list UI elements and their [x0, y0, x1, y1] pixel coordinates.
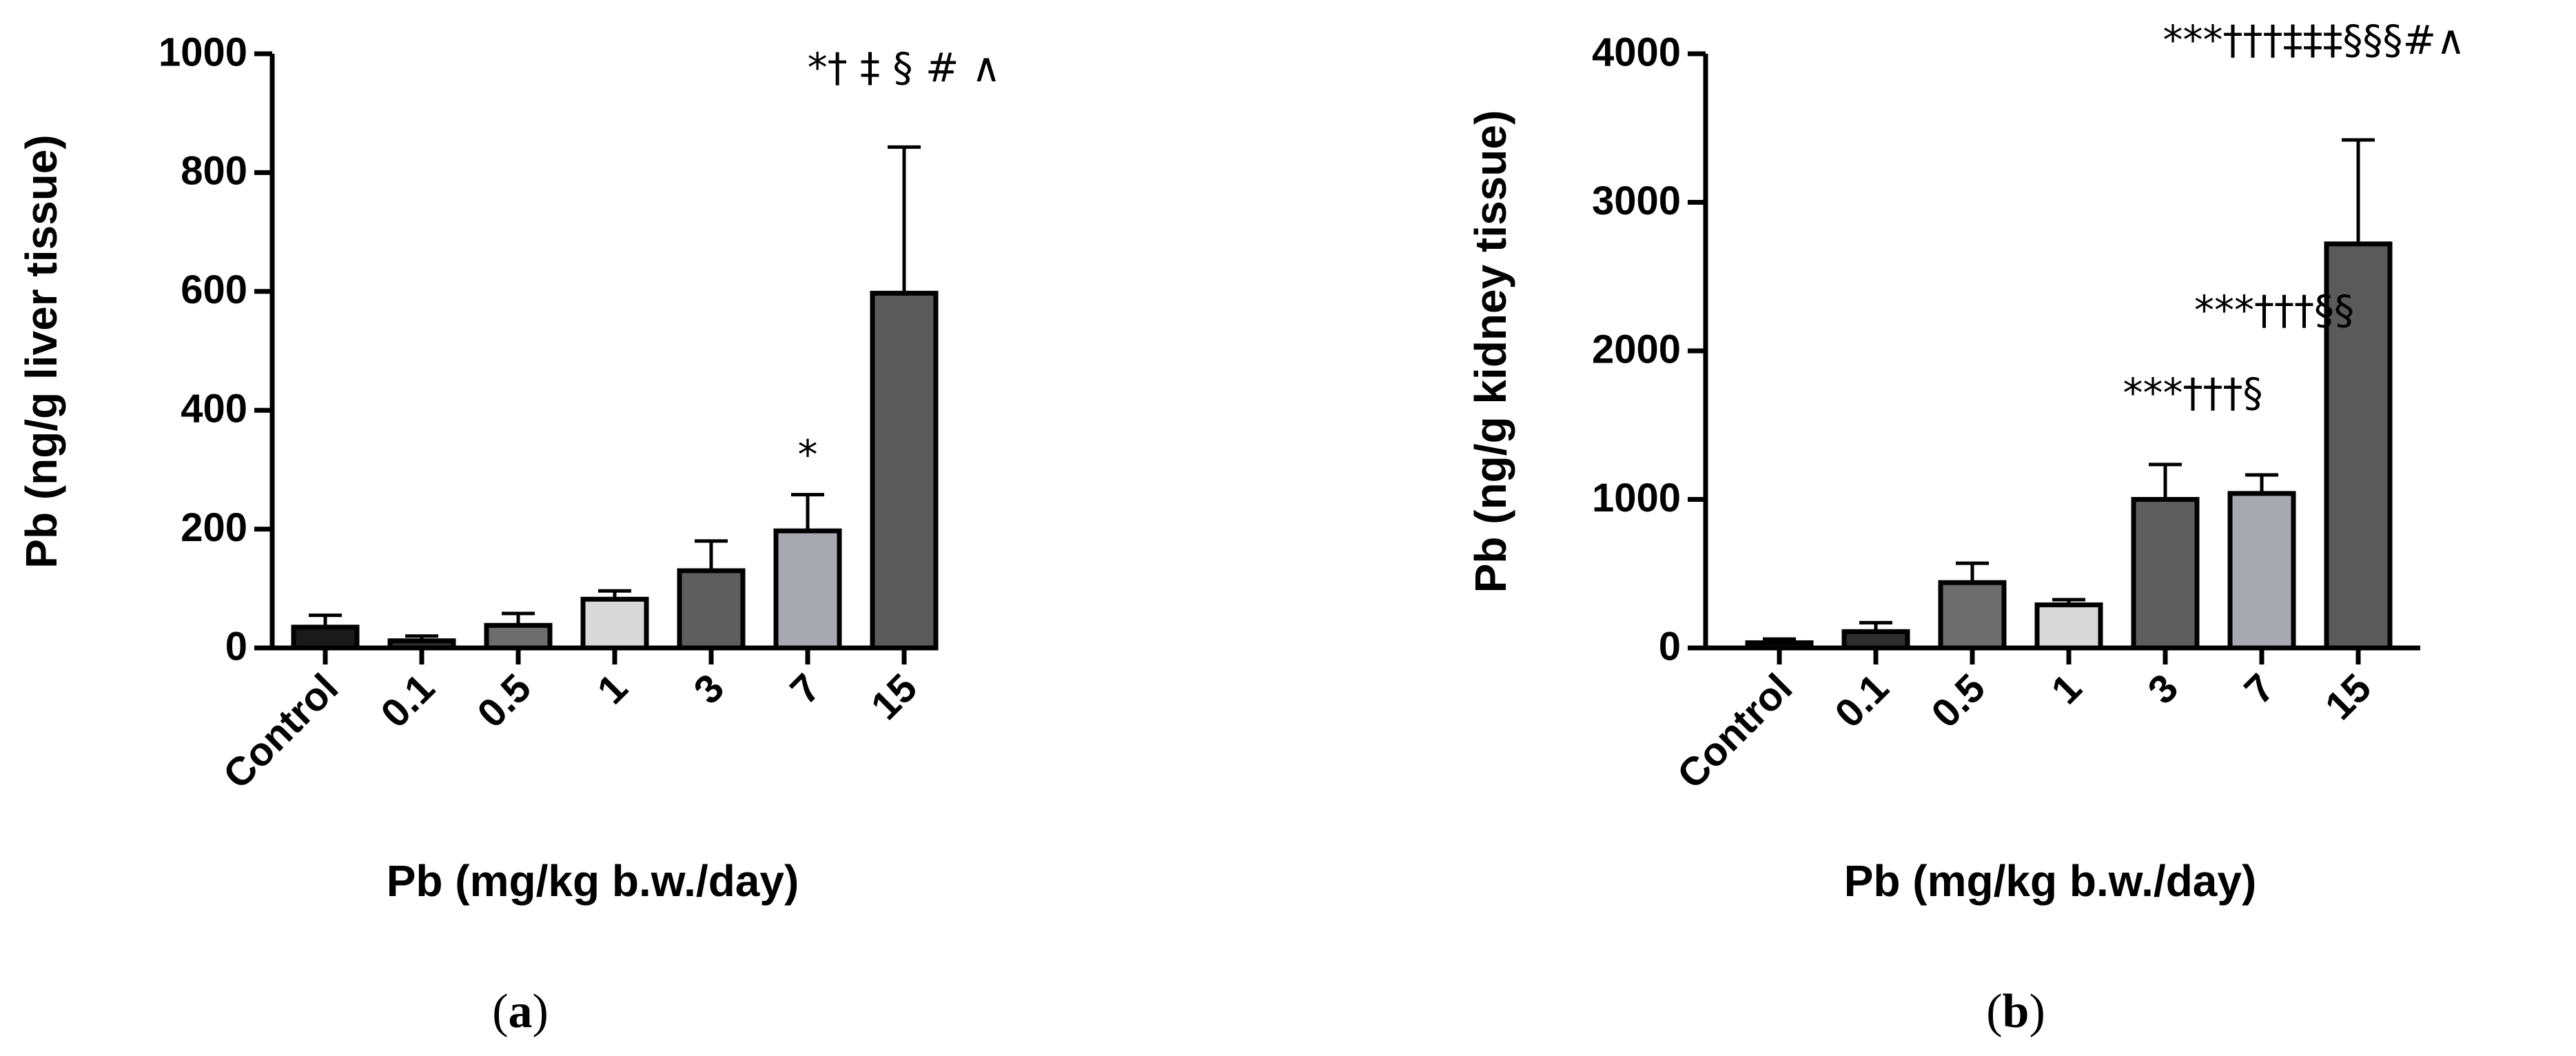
bar-0-5 [484, 622, 553, 651]
x-tick-label: 7 [781, 665, 829, 713]
bar-0-1 [1841, 629, 1910, 651]
bar-15 [2324, 241, 2393, 651]
chart-panel-b: 0 1000 2000 3000 4000 Control 0.1 0.5 1 3 7 15 ***… [1466, 17, 2466, 1038]
bars-group [291, 145, 939, 651]
y-ticks-group: 0 1000 2000 3000 4000 [1592, 30, 1706, 669]
y-tick-label: 400 [181, 387, 247, 431]
y-axis-title: Pb (ng/g liver tissue) [17, 134, 66, 568]
y-tick-label: 800 [181, 149, 247, 194]
bar-3 [2131, 497, 2200, 651]
x-axis-title: Pb (mg/kg b.w./day) [1844, 856, 2257, 906]
annotations-group: * *† ‡ § # ∧ [798, 44, 1001, 478]
y-tick-label: 0 [1659, 624, 1681, 669]
significance-annotation: ***†††§§ [2194, 287, 2354, 334]
significance-annotation: ***†††§ [2123, 369, 2263, 416]
y-tick-label: 0 [225, 624, 247, 669]
y-axis-title: Pb (ng/g kidney tissue) [1466, 110, 1515, 593]
y-tick-label: 3000 [1592, 179, 1681, 223]
significance-annotation: * [798, 431, 818, 478]
significance-annotation: *† ‡ § # ∧ [808, 44, 1001, 91]
bar-3 [677, 568, 746, 651]
y-tick-label: 1000 [159, 30, 247, 74]
x-ticks-group: Control 0.1 0.5 1 3 7 15 [1668, 648, 2380, 798]
panel-label-b: (b) [1986, 985, 2045, 1038]
x-tick-label: 0.5 [1923, 665, 1994, 736]
x-tick-label: 3 [2139, 665, 2187, 713]
y-tick-label: 1000 [1592, 476, 1681, 520]
x-tick-label: 0.1 [372, 665, 443, 736]
y-tick-label: 200 [181, 505, 247, 550]
bar-0-1 [387, 638, 456, 651]
panel-label-a: (a) [492, 985, 549, 1038]
x-tick-label: 7 [2236, 665, 2283, 713]
bar-1 [2034, 602, 2103, 651]
bar-1 [580, 596, 649, 651]
x-tick-label: 1 [589, 665, 636, 713]
y-ticks-group: 0 200 400 600 800 1000 [159, 30, 272, 669]
bar-control [291, 625, 360, 651]
bars-group [1745, 138, 2393, 651]
bar-7 [773, 528, 842, 651]
significance-annotation: ***†††‡‡‡§§§#∧ [2163, 17, 2465, 63]
x-tick-label: 1 [2043, 665, 2090, 713]
x-axis-title: Pb (mg/kg b.w./day) [387, 856, 799, 906]
bar-7 [2227, 491, 2296, 651]
x-tick-label: 0.5 [469, 665, 540, 736]
bar-0-5 [1938, 580, 2007, 651]
x-ticks-group: Control 0.1 0.5 1 3 7 15 [214, 648, 926, 798]
y-tick-label: 600 [181, 267, 247, 312]
bar-control [1745, 640, 1814, 651]
chart-panel-a: 0 200 400 600 800 1000 Control 0.1 0.5 1 3 7 15 * *†… [17, 30, 1001, 1038]
x-tick-label: Control [1668, 665, 1801, 798]
x-tick-label: 3 [685, 665, 733, 713]
x-tick-label: 0.1 [1826, 665, 1897, 736]
bar-15 [870, 290, 939, 651]
x-tick-label: 15 [863, 665, 926, 729]
y-tick-label: 2000 [1592, 327, 1681, 372]
x-tick-label: 15 [2317, 665, 2380, 729]
x-tick-label: Control [214, 665, 347, 798]
annotations-group: ***†††§ ***†††§§ ***†††‡‡‡§§§#∧ [2123, 17, 2466, 416]
y-tick-label: 4000 [1592, 30, 1681, 74]
